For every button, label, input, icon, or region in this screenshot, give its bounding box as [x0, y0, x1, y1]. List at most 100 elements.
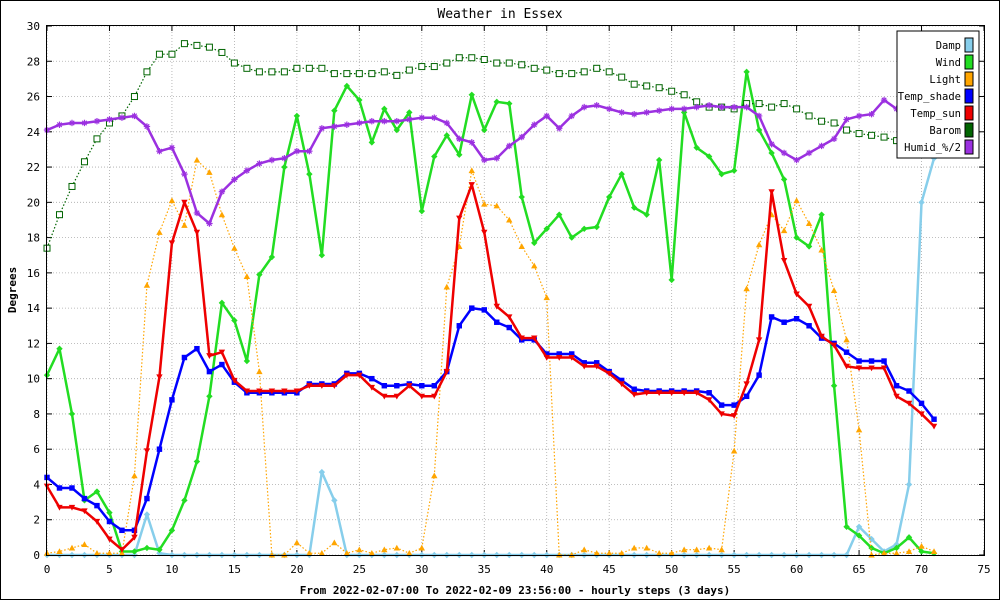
- data-point: [556, 354, 563, 361]
- data-point: [218, 299, 226, 307]
- data-point: [68, 504, 76, 511]
- data-point: [668, 87, 676, 95]
- data-point: [518, 243, 525, 249]
- data-point: [918, 548, 925, 555]
- data-point: [68, 410, 76, 418]
- data-point: [431, 472, 438, 479]
- legend-label: Wind: [936, 57, 961, 69]
- series-line: [46, 98, 935, 225]
- data-point: [868, 131, 876, 139]
- data-point: [256, 271, 263, 278]
- data-point: [369, 375, 375, 382]
- data-point: [518, 133, 525, 141]
- data-point: [743, 103, 750, 111]
- data-point: [143, 282, 151, 288]
- legend-label: Damp: [936, 40, 961, 52]
- data-point: [568, 551, 575, 558]
- y-tick-label: 30: [27, 20, 40, 33]
- data-point: [543, 354, 550, 361]
- data-point: [593, 64, 601, 72]
- y-tick-label: 26: [27, 91, 40, 104]
- data-point: [806, 323, 812, 329]
- legend-swatch: [964, 37, 974, 53]
- data-point: [493, 155, 500, 162]
- data-point: [593, 363, 600, 370]
- data-point: [531, 262, 538, 269]
- data-point: [355, 70, 363, 78]
- data-point: [381, 393, 388, 400]
- data-point: [755, 337, 763, 344]
- data-point: [256, 160, 263, 167]
- data-point: [130, 93, 138, 101]
- data-point: [406, 550, 413, 556]
- data-point: [618, 381, 625, 388]
- data-point: [718, 170, 725, 178]
- data-point: [331, 383, 338, 389]
- legend-label: Light: [929, 74, 961, 86]
- data-point: [930, 548, 938, 555]
- x-tick-label: 35: [478, 563, 491, 576]
- data-point: [431, 153, 438, 160]
- data-point: [668, 390, 675, 396]
- data-point: [655, 107, 663, 114]
- data-point: [131, 548, 138, 555]
- data-point: [506, 100, 513, 107]
- data-point: [394, 383, 400, 389]
- x-tick-label: 75: [977, 563, 990, 576]
- legend-label: Humid_%/2: [904, 142, 961, 154]
- data-point: [680, 91, 688, 99]
- data-point: [705, 544, 713, 551]
- data-point: [480, 56, 488, 64]
- data-point: [830, 382, 838, 389]
- data-point: [543, 294, 550, 301]
- data-point: [506, 142, 513, 150]
- data-point: [56, 485, 63, 491]
- data-point: [818, 142, 825, 150]
- data-point: [493, 59, 501, 67]
- data-point: [168, 240, 176, 247]
- data-point: [55, 211, 63, 219]
- data-point: [868, 551, 875, 558]
- data-point: [768, 140, 775, 148]
- data-point: [893, 544, 900, 552]
- y-tick-label: 0: [33, 549, 40, 562]
- legend-swatch: [964, 88, 974, 104]
- data-point: [693, 546, 700, 553]
- data-point: [93, 550, 101, 556]
- data-point: [181, 497, 188, 504]
- data-point: [843, 523, 850, 530]
- data-point: [643, 544, 650, 551]
- data-point: [530, 64, 538, 72]
- data-point: [443, 59, 451, 67]
- data-point: [68, 544, 76, 551]
- data-point: [193, 458, 201, 465]
- data-point: [331, 497, 338, 504]
- data-point: [868, 544, 875, 552]
- data-point: [693, 390, 700, 396]
- data-point: [730, 103, 738, 111]
- data-point: [506, 314, 513, 321]
- y-tick-label: 4: [33, 478, 40, 491]
- data-point: [293, 64, 301, 72]
- data-point: [281, 155, 288, 162]
- x-tick-label: 70: [915, 563, 928, 576]
- data-point: [818, 117, 826, 125]
- data-point: [181, 222, 188, 228]
- data-point: [56, 121, 63, 128]
- data-point: [818, 246, 825, 253]
- data-point: [718, 411, 725, 418]
- data-point: [431, 393, 438, 400]
- data-point: [306, 147, 313, 155]
- data-point: [81, 495, 88, 502]
- x-tick-label: 50: [665, 563, 678, 576]
- data-point: [456, 151, 463, 158]
- data-point: [593, 223, 600, 231]
- y-tick-label: 12: [27, 337, 40, 350]
- data-point: [443, 119, 450, 127]
- data-point: [930, 423, 938, 430]
- data-point: [343, 372, 351, 379]
- data-point: [368, 384, 376, 391]
- data-point: [493, 303, 500, 310]
- data-point: [218, 211, 226, 218]
- data-point: [118, 547, 126, 553]
